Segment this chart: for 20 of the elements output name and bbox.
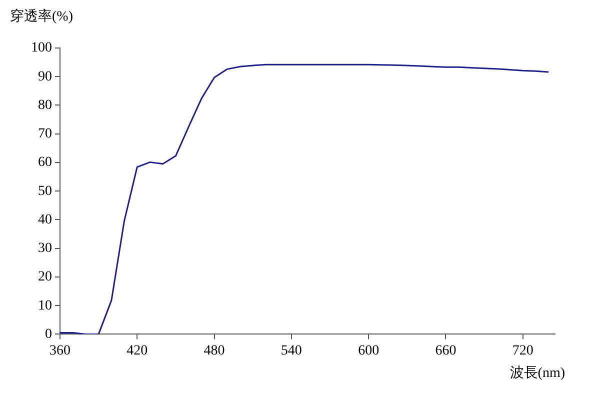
x-tick-label: 360 [50, 343, 70, 358]
y-tick-label: 50 [38, 184, 52, 199]
y-tick-label: 70 [38, 126, 52, 142]
y-tick-label: 100 [31, 40, 52, 56]
x-tick-label: 420 [126, 343, 148, 358]
x-tick-label: 600 [358, 343, 380, 358]
y-tick-label: 60 [38, 155, 52, 170]
y-tick-label: 20 [38, 270, 52, 285]
x-tick-label: 660 [435, 343, 456, 358]
y-tick-label: 80 [38, 98, 52, 113]
y-axis-title: 穿透率(%) [10, 8, 74, 25]
x-axis-title: 波長(nm) [510, 364, 566, 381]
x-tick-label: 540 [280, 343, 302, 358]
y-tick-label: 10 [38, 298, 52, 314]
x-tick-label: 480 [204, 343, 225, 358]
y-tick-label: 30 [38, 241, 52, 256]
y-tick-label: 90 [38, 69, 52, 84]
x-tick-label: 720 [512, 343, 534, 358]
y-tick-label: 0 [45, 326, 52, 342]
y-tick-label: 40 [38, 212, 52, 228]
